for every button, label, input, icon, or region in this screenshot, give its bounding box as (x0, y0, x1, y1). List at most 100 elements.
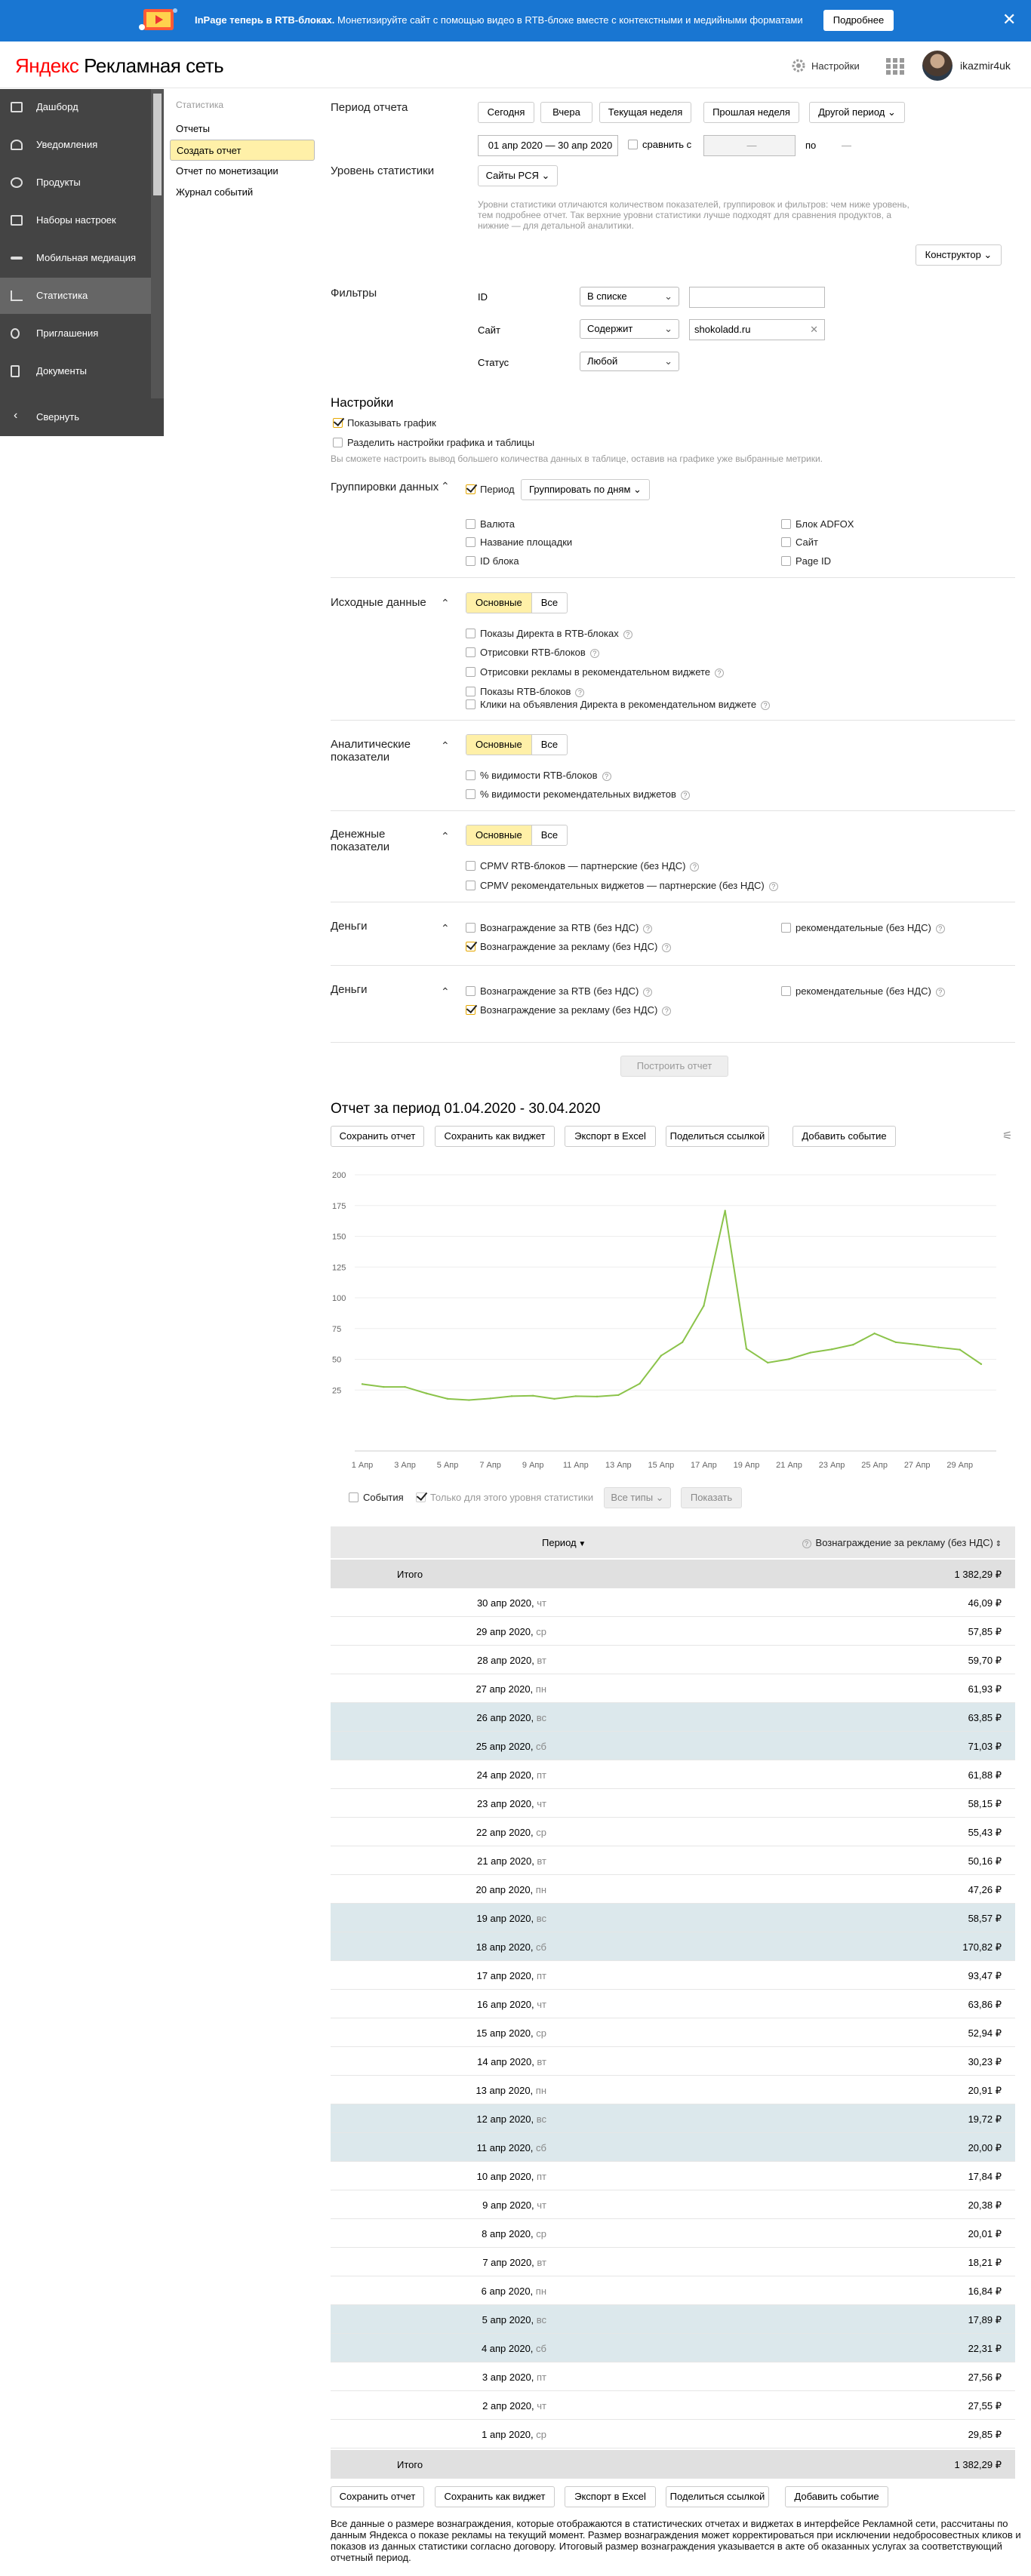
export-excel-button[interactable]: Экспорт в Excel (565, 1126, 656, 1147)
help-icon[interactable]: ? (802, 1539, 811, 1548)
save-report-button[interactable]: Сохранить отчет (331, 1126, 424, 1147)
checkbox[interactable] (628, 140, 638, 149)
checkbox[interactable] (466, 861, 475, 871)
collapse-sidebar-button[interactable]: ‹ Свернуть (0, 398, 164, 436)
sidebar-item-dashboard[interactable]: Дашборд (0, 89, 151, 125)
save-report-button-bottom[interactable]: Сохранить отчет (331, 2486, 424, 2507)
checkbox[interactable] (466, 770, 475, 780)
add-event-button[interactable]: Добавить событие (792, 1126, 896, 1147)
help-icon[interactable]: ? (643, 988, 653, 997)
checkbox[interactable] (781, 923, 791, 933)
checkbox[interactable] (466, 629, 475, 638)
help-icon[interactable]: ? (575, 688, 585, 697)
sidebar-item-notifications[interactable]: Уведомления (0, 127, 151, 163)
help-icon[interactable]: ? (768, 882, 778, 891)
sidebar-item-products[interactable]: Продукты (0, 164, 151, 201)
chevron-up-icon[interactable]: ⌃ (441, 739, 450, 752)
money-ads-checkbox[interactable]: Вознаграждение за рекламу (без НДС)? (466, 941, 672, 952)
user-login[interactable]: ikazmir4uk (960, 60, 1011, 72)
show-chart-checkbox[interactable]: Показывать график (333, 417, 436, 429)
source-segment[interactable]: Основные Все (466, 592, 568, 613)
sidebar-item-settings-sets[interactable]: Наборы настроек (0, 202, 151, 238)
money-indicators-segment[interactable]: Основные Все (466, 825, 568, 846)
period-yesterday-button[interactable]: Вчера (540, 102, 592, 123)
banner-more-button[interactable]: Подробнее (823, 10, 894, 31)
build-report-button[interactable]: Построить отчет (620, 1056, 728, 1077)
grouping-page-id-checkbox[interactable]: Page ID (781, 555, 831, 567)
save-widget-button[interactable]: Сохранить как виджет (435, 1126, 555, 1147)
chevron-up-icon[interactable]: ⌃ (441, 480, 450, 492)
level-select[interactable]: Сайты РСЯ (478, 165, 558, 186)
submenu-item-events-log[interactable]: Журнал событий (176, 186, 254, 198)
checkbox[interactable] (466, 881, 475, 890)
col-period-header[interactable]: Период ▼ (542, 1537, 586, 1548)
constructor-dropdown[interactable]: Конструктор (916, 244, 1002, 266)
split-settings-checkbox[interactable]: Разделить настройки графика и таблицы (333, 437, 534, 448)
checkbox[interactable] (466, 699, 475, 709)
submenu-item-monetization[interactable]: Отчет по монетизации (176, 165, 279, 177)
checkbox[interactable] (781, 986, 791, 996)
sidebar-item-invitations[interactable]: Приглашения (0, 315, 151, 352)
checkbox[interactable] (466, 647, 475, 657)
avatar[interactable] (922, 51, 953, 81)
checkbox[interactable] (466, 667, 475, 677)
help-icon[interactable]: ? (643, 924, 653, 933)
money-rtb-checkbox[interactable]: Вознаграждение за RTB (без НДС)? (466, 985, 653, 997)
money-rec-checkbox[interactable]: рекомендательные (без НДС)? (781, 985, 945, 997)
event-types-dropdown[interactable]: Все типы (604, 1487, 671, 1508)
chevron-up-icon[interactable]: ⌃ (441, 830, 450, 842)
chevron-up-icon[interactable]: ⌃ (441, 985, 450, 998)
period-last-week-button[interactable]: Прошлая неделя (703, 102, 799, 123)
segment-all[interactable]: Все (531, 825, 567, 845)
submenu-item-reports[interactable]: Отчеты (176, 123, 210, 134)
source-option[interactable]: Показы RTB-блоков? (466, 686, 585, 697)
checkbox[interactable] (781, 537, 791, 547)
submenu-item-create-report[interactable]: Создать отчет (170, 140, 315, 161)
help-icon[interactable]: ? (935, 924, 945, 933)
source-option[interactable]: Отрисовки рекламы в рекомендательном вид… (466, 666, 725, 678)
money-ads-checkbox[interactable]: Вознаграждение за рекламу (без НДС)? (466, 1004, 672, 1016)
segment-main[interactable]: Основные (466, 593, 531, 613)
grouping-currency-checkbox[interactable]: Валюта (466, 518, 515, 530)
grouping-site-checkbox[interactable]: Сайт (781, 536, 818, 548)
analytic-option[interactable]: % видимости RTB-блоков? (466, 770, 611, 781)
sidebar-item-documents[interactable]: Документы (0, 353, 151, 389)
segment-main[interactable]: Основные (466, 825, 531, 845)
only-level-checkbox[interactable]: Только для этого уровня статистики (416, 1492, 593, 1503)
logo[interactable]: Яндекс Рекламная сеть (15, 54, 224, 77)
help-icon[interactable]: ? (623, 630, 632, 639)
segment-all[interactable]: Все (531, 593, 567, 613)
grouping-block-id-checkbox[interactable]: ID блока (466, 555, 519, 567)
period-other-dropdown[interactable]: Другой период (809, 102, 905, 123)
source-option[interactable]: Клики на объявления Директа в рекомендат… (466, 699, 771, 710)
close-icon[interactable]: ✕ (1002, 10, 1017, 29)
help-icon[interactable]: ? (935, 988, 945, 997)
help-icon[interactable]: ? (662, 943, 672, 952)
help-icon[interactable]: ? (602, 772, 611, 781)
filter-site-input[interactable]: shokoladd.ru ✕ (689, 319, 825, 340)
checkbox[interactable] (466, 1005, 475, 1015)
compare-range-input[interactable]: — (703, 135, 796, 156)
checkbox[interactable] (466, 484, 475, 494)
export-excel-button-bottom[interactable]: Экспорт в Excel (565, 2486, 656, 2507)
help-icon[interactable]: ? (662, 1007, 672, 1016)
filter-id-input[interactable] (689, 287, 825, 308)
checkbox[interactable] (466, 556, 475, 566)
analytic-option[interactable]: % видимости рекомендательных виджетов? (466, 788, 690, 800)
add-event-button-bottom[interactable]: Добавить событие (785, 2486, 888, 2507)
services-grid-icon[interactable] (886, 58, 906, 75)
compare-checkbox[interactable]: сравнить с (628, 139, 691, 150)
help-icon[interactable]: ? (680, 791, 690, 800)
clear-icon[interactable]: ✕ (810, 324, 818, 335)
segment-main[interactable]: Основные (466, 735, 531, 755)
analytic-segment[interactable]: Основные Все (466, 734, 568, 755)
col-value-header[interactable]: ? Вознаграждение за рекламу (без НДС) ⇕ (802, 1537, 1002, 1548)
save-widget-button-bottom[interactable]: Сохранить как виджет (435, 2486, 555, 2507)
money-indicators-option[interactable]: CPMV рекомендательных виджетов — партнер… (466, 880, 778, 891)
grouping-period-checkbox[interactable]: Период (466, 484, 515, 495)
events-checkbox[interactable]: События (349, 1492, 404, 1503)
period-current-week-button[interactable]: Текущая неделя (599, 102, 691, 123)
filter-status-operator[interactable]: Любой ⌄ (580, 352, 679, 371)
checkbox[interactable] (466, 986, 475, 996)
grouping-adfox-checkbox[interactable]: Блок ADFOX (781, 518, 854, 530)
